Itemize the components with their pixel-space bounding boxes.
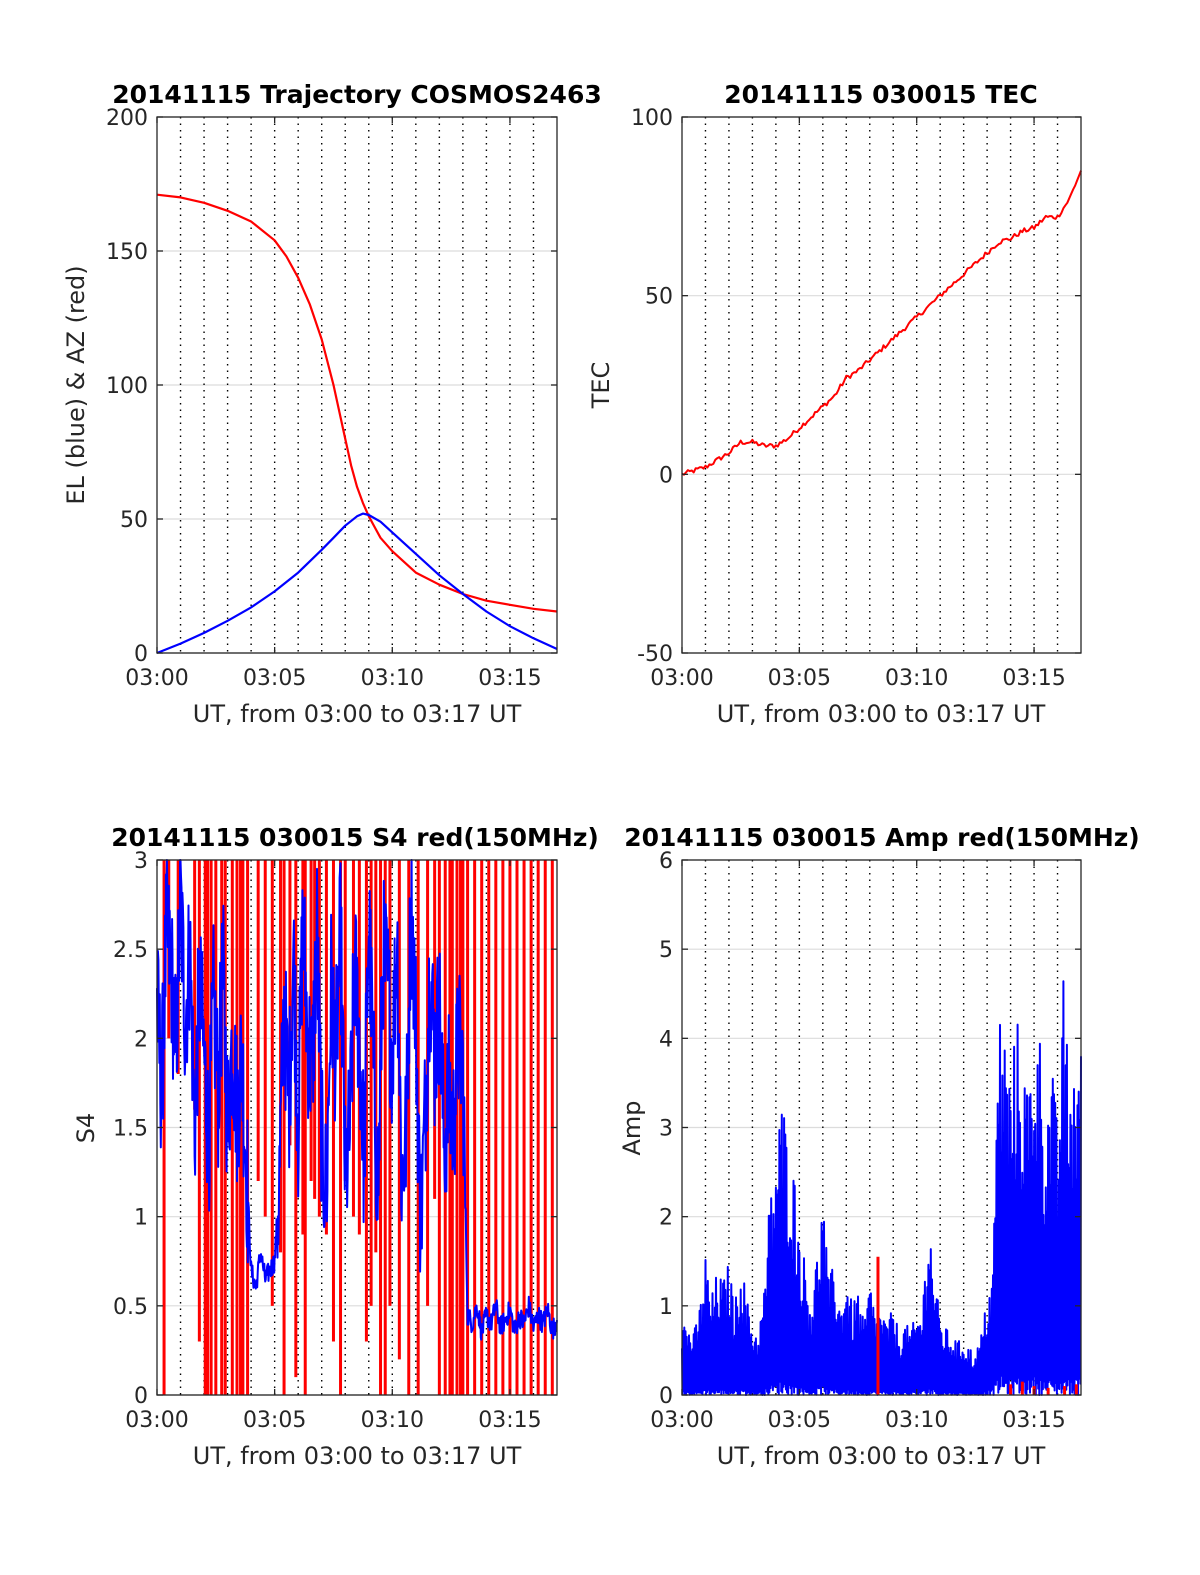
- plot-area: [681, 170, 1082, 476]
- axes-box: [681, 116, 1082, 654]
- x-tick-label: 03:15: [478, 1408, 541, 1433]
- plot-area: [156, 193, 558, 655]
- x-tick-label: 03:10: [885, 1408, 948, 1433]
- y-tick-label: 0: [134, 642, 148, 667]
- x-axis-label: UT, from 03:00 to 03:17 UT: [193, 1442, 522, 1470]
- y-tick-label: 6: [659, 849, 673, 874]
- y-tick-label: 100: [631, 106, 673, 131]
- ticks: 03:00 03:05 03:10 03:15 0 1 2 3 4 5 6: [650, 849, 1081, 1433]
- y-tick-label: 2: [134, 1027, 148, 1052]
- y-tick-label: 50: [645, 285, 673, 310]
- plot-area: [681, 980, 1082, 1396]
- chart-trajectory: 03:00 03:05 03:10 03:15 0 50 100 150 200 2014111…: [62, 80, 602, 728]
- x-tick-label: 03:05: [768, 1408, 831, 1433]
- x-tick-label: 03:15: [1002, 1408, 1065, 1433]
- y-tick-label: 1: [134, 1206, 148, 1231]
- x-axis-label: UT, from 03:00 to 03:17 UT: [717, 700, 1046, 728]
- x-tick-label: 03:10: [885, 666, 948, 691]
- y-tick-label: 2: [659, 1206, 673, 1231]
- y-tick-label: 0: [134, 1384, 148, 1409]
- y-tick-label: 3: [659, 1117, 673, 1142]
- y-tick-label: -50: [637, 642, 673, 667]
- x-tick-label: 03:10: [361, 1408, 424, 1433]
- grid: [157, 116, 557, 654]
- chart-tec: 03:00 03:05 03:10 03:15 -50 0 50 100 20141115 0…: [587, 80, 1082, 728]
- x-tick-label: 03:05: [243, 666, 306, 691]
- series-1-line: [156, 859, 558, 1341]
- x-tick-label: 03:00: [125, 666, 188, 691]
- y-tick-label: 50: [120, 508, 148, 533]
- ticks: 03:00 03:05 03:10 03:15 0 0.5 1 1.5 2 2.5 3: [113, 849, 557, 1433]
- chart-title: 20141115 Trajectory COSMOS2463: [112, 80, 602, 109]
- y-tick-label: 0: [659, 463, 673, 488]
- x-tick-label: 03:00: [650, 666, 713, 691]
- y-tick-label: 3: [134, 849, 148, 874]
- chart-title: 20141115 030015 Amp red(150MHz): [624, 823, 1140, 852]
- chart-amp: 03:00 03:05 03:10 03:15 0 1 2 3 4 5 6 20141115 030…: [618, 823, 1140, 1470]
- y-axis-label: EL (blue) & AZ (red): [62, 265, 90, 504]
- chart-title: 20141115 030015 S4 red(150MHz): [111, 823, 599, 852]
- series-0-line: [681, 170, 1082, 476]
- x-tick-label: 03:15: [1002, 666, 1065, 691]
- y-tick-label: 2.5: [113, 938, 148, 963]
- y-axis-label: Amp: [618, 1100, 646, 1155]
- x-tick-label: 03:00: [125, 1408, 188, 1433]
- plot-area: [156, 859, 558, 1395]
- y-axis-label: S4: [72, 1113, 100, 1144]
- x-axis-label: UT, from 03:00 to 03:17 UT: [717, 1442, 1046, 1470]
- series-1-line: [156, 512, 558, 655]
- y-tick-label: 0: [659, 1384, 673, 1409]
- x-axis-label: UT, from 03:00 to 03:17 UT: [193, 700, 522, 728]
- y-tick-label: 1: [659, 1295, 673, 1320]
- x-tick-label: 03:10: [361, 666, 424, 691]
- series-0-line: [156, 193, 558, 613]
- y-tick-label: 0.5: [113, 1295, 148, 1320]
- series-0-line: [681, 980, 1082, 1396]
- ticks: 03:00 03:05 03:10 03:15 0 50 100 150 200: [106, 106, 557, 691]
- y-axis-label: TEC: [587, 362, 615, 410]
- x-tick-label: 03:05: [243, 1408, 306, 1433]
- x-tick-label: 03:15: [478, 666, 541, 691]
- series-1-spikes: [876, 1256, 1078, 1395]
- y-tick-label: 5: [659, 938, 673, 963]
- x-tick-label: 03:00: [650, 1408, 713, 1433]
- y-tick-label: 100: [106, 374, 148, 399]
- chart-s4: 03:00 03:05 03:10 03:15 0 0.5 1 1.5 2 2.5 3 201411…: [72, 823, 599, 1470]
- x-tick-label: 03:05: [768, 666, 831, 691]
- y-tick-label: 150: [106, 240, 148, 265]
- y-tick-label: 200: [106, 106, 148, 131]
- ticks: 03:00 03:05 03:10 03:15 -50 0 50 100: [631, 106, 1081, 691]
- y-tick-label: 4: [659, 1027, 673, 1052]
- y-tick-label: 1.5: [113, 1117, 148, 1142]
- chart-title: 20141115 030015 TEC: [724, 80, 1037, 109]
